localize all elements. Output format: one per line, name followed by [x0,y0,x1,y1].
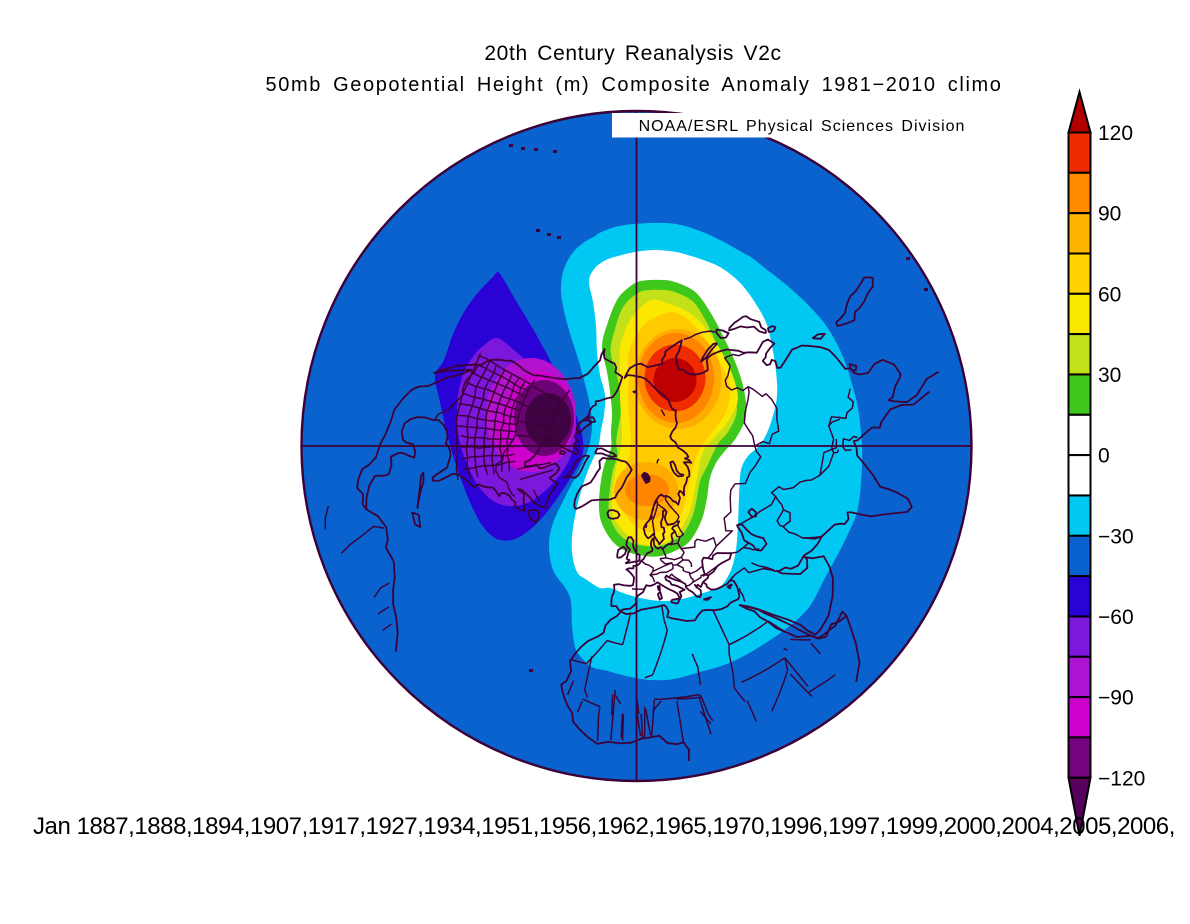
svg-text:−90: −90 [1098,687,1134,710]
svg-text:−60: −60 [1098,606,1134,629]
svg-text:60: 60 [1098,283,1121,306]
svg-text:NOAA/ESRL Physical Sciences Di: NOAA/ESRL Physical Sciences Division [639,118,966,135]
svg-text:30: 30 [1098,364,1121,387]
svg-text:20th Century Reanalysis V2c: 20th Century Reanalysis V2c [484,42,781,65]
svg-text:0: 0 [1098,445,1110,468]
svg-text:−30: −30 [1098,525,1134,548]
svg-text:Jan 1887,1888,1894,1907,1917,1: Jan 1887,1888,1894,1907,1917,1927,1934,1… [33,813,1175,840]
svg-text:90: 90 [1098,203,1121,226]
svg-text:−120: −120 [1098,767,1145,790]
svg-text:50mb Geopotential Height (m) C: 50mb Geopotential Height (m) Composite A… [266,74,1003,96]
svg-text:120: 120 [1098,122,1133,145]
